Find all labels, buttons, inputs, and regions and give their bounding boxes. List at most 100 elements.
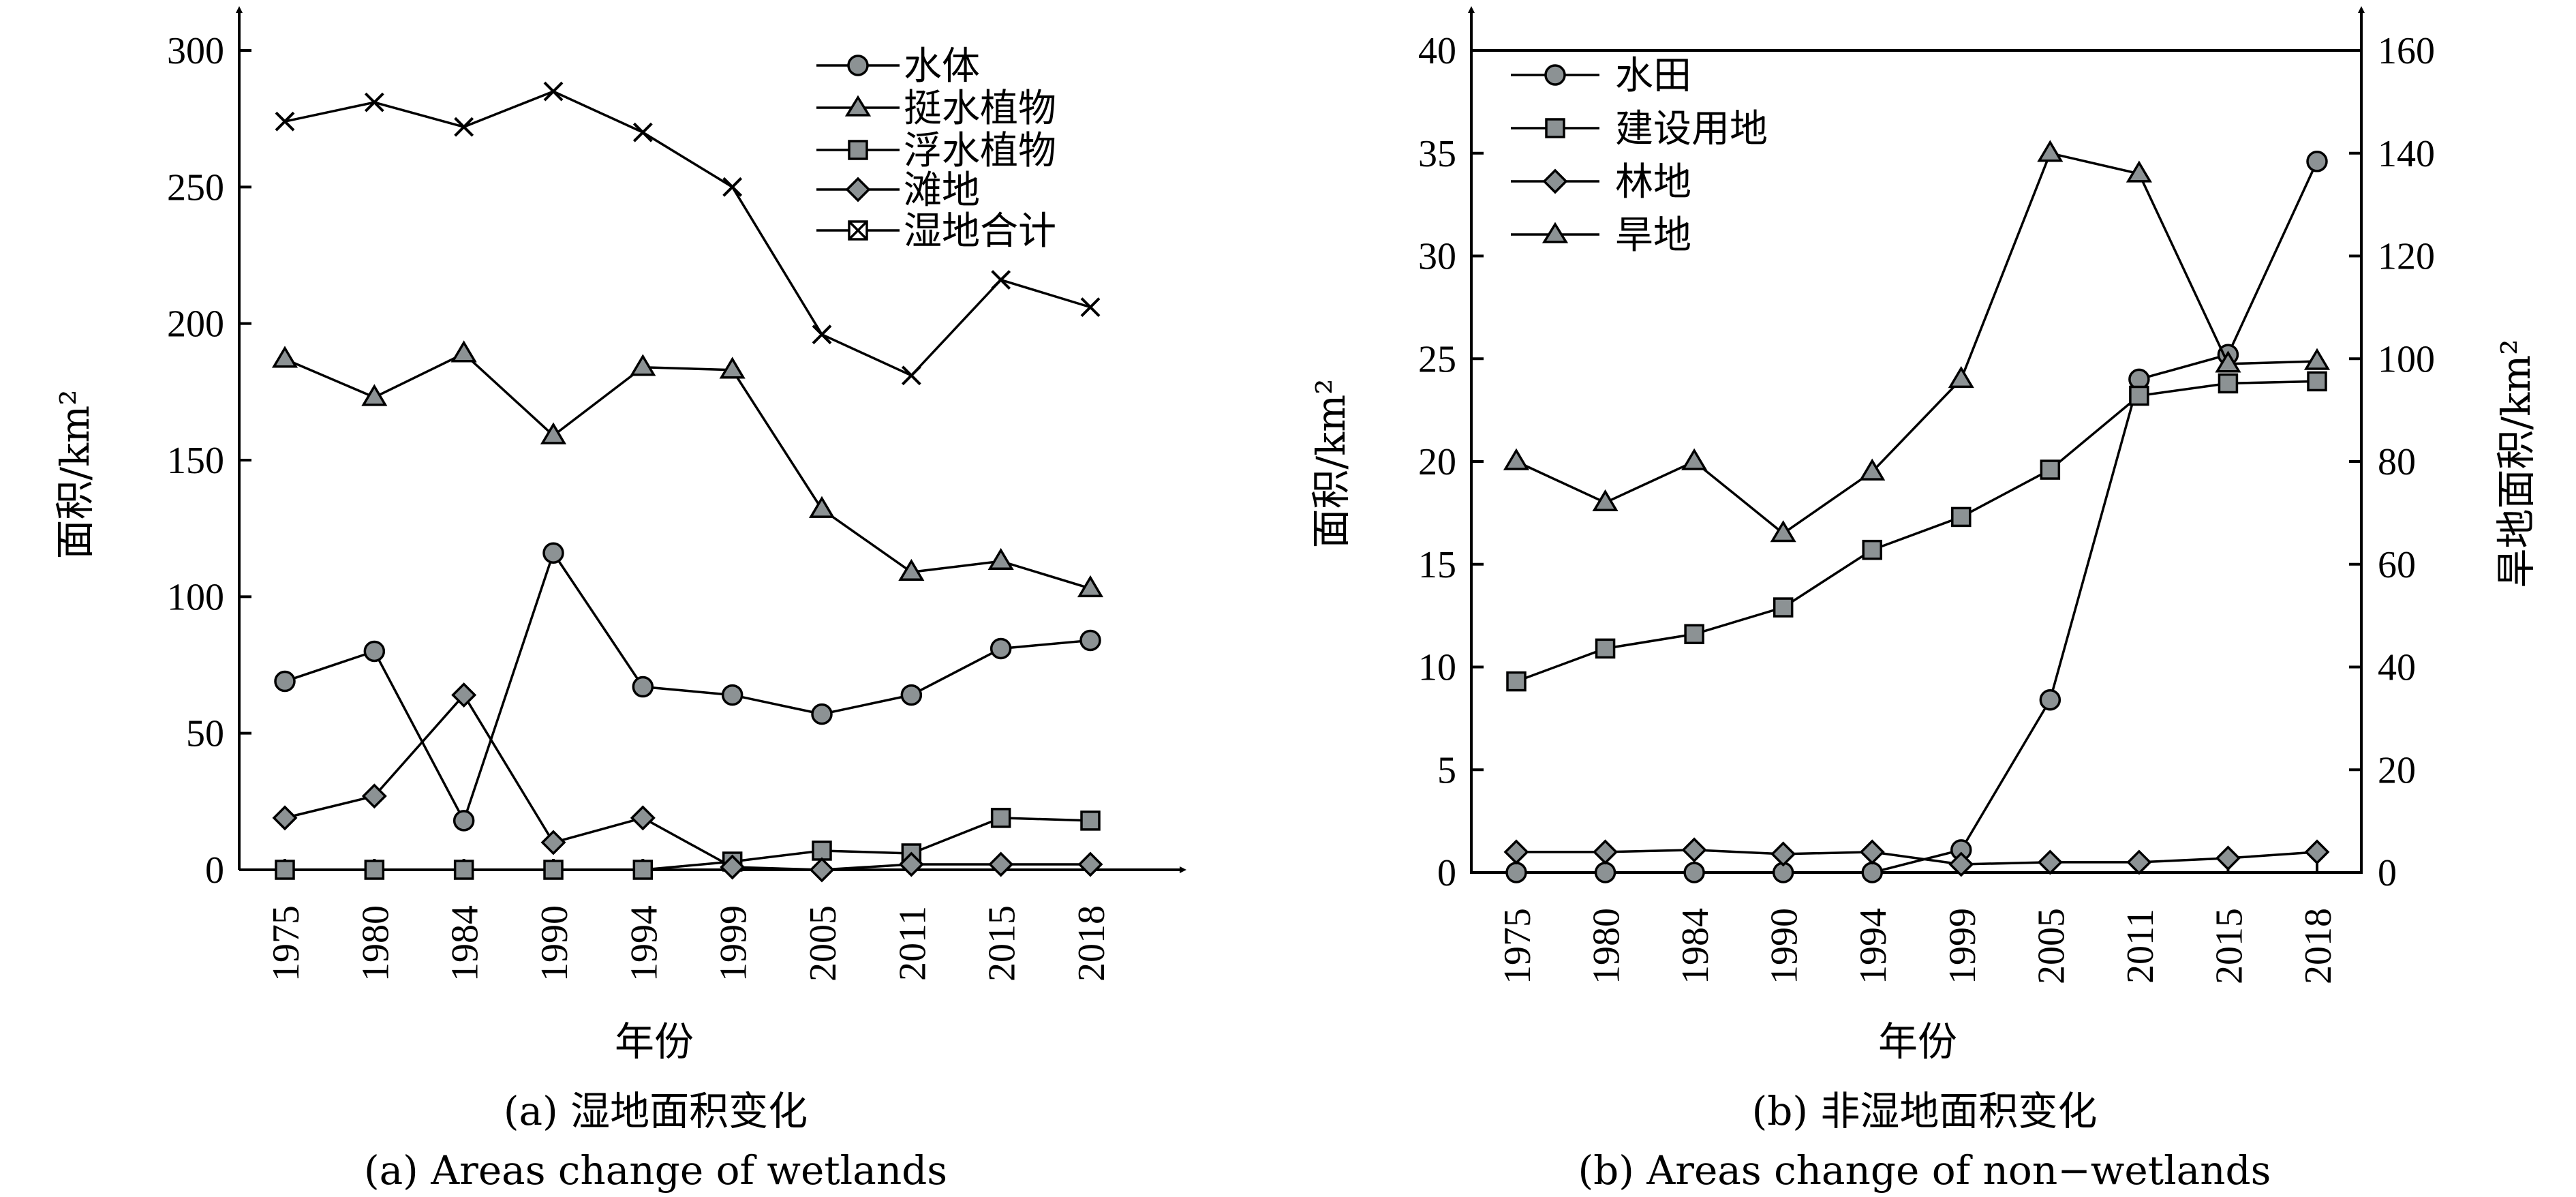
data-point-diamond: [809, 857, 835, 883]
data-point-triangle: [1503, 448, 1530, 470]
x-tick-label: 1980: [1586, 908, 1628, 984]
data-point-circle: [1594, 862, 1616, 883]
y-tick-label: 10: [1418, 647, 1456, 689]
data-point-square: [2129, 385, 2149, 406]
y-tick-label: 150: [167, 440, 224, 482]
x-tick-label: 1975: [265, 905, 307, 982]
panel-a-y-ticks: 0 50 100 150 200 250 300: [167, 30, 251, 892]
data-point-x: [543, 81, 564, 102]
data-point-x: [364, 92, 384, 112]
x-tick-label: 1999: [713, 905, 755, 982]
y-tick-label: 35: [1418, 133, 1456, 175]
data-point-x: [812, 324, 832, 345]
series-line-circle: [284, 550, 1091, 824]
data-point-square: [2307, 371, 2327, 392]
data-point-square: [364, 860, 385, 880]
data-point-square: [1951, 506, 1972, 528]
legend-item: 旱地: [1511, 213, 1691, 258]
data-point-circle: [1079, 629, 1101, 652]
x-tick-label: 1975: [1497, 908, 1539, 984]
legend-item: 浮水植物: [816, 129, 1056, 173]
data-point-diamond: [898, 851, 924, 877]
legend-triangle-marker: [1542, 222, 1569, 243]
data-point-diamond: [1770, 841, 1796, 867]
data-point-x: [901, 365, 921, 386]
data-point-diamond: [451, 682, 477, 708]
data-point-circle: [721, 684, 743, 706]
data-point-diamond: [2037, 849, 2063, 875]
data-point-circle: [2039, 688, 2061, 711]
x-tick-label: 2015: [2208, 908, 2250, 984]
data-point-triangle: [1770, 520, 1796, 543]
data-point-diamond: [720, 854, 746, 880]
series-line-x: [284, 90, 1091, 377]
legend-item: 挺水植物: [816, 87, 1056, 131]
y-tick-label-right: 60: [2378, 544, 2416, 586]
data-point-diamond: [1503, 839, 1529, 865]
x-tick-label: 2005: [2030, 908, 2072, 984]
data-point-x: [454, 117, 474, 137]
data-point-triangle: [1077, 575, 1104, 598]
panel-b-y-ticks: 0 5 10 15 20 25 30 35 40: [1418, 30, 1484, 894]
data-point-circle: [542, 542, 564, 564]
data-point-circle: [2306, 151, 2328, 172]
data-point-circle: [632, 676, 654, 698]
panel-a-caption-en: (a) Areas change of wetlands: [364, 1147, 947, 1194]
y-tick-label: 40: [1418, 30, 1456, 72]
x-tick-label: 1994: [623, 905, 665, 982]
series-line-diamond: [284, 693, 1090, 871]
data-point-x: [632, 122, 653, 142]
panel-b-plot-frame: [1470, 49, 2363, 874]
data-point-diamond: [540, 830, 566, 855]
legend-item: 湿地合计: [816, 209, 1056, 254]
y-tick-label: 15: [1418, 544, 1456, 586]
panel-b-non-wetlands: 0 5 10 15 20 25 30 35 40 0 20 40 60 80 100 120 140 160 1…: [1308, 6, 2539, 1194]
x-tick-label: 1990: [534, 905, 576, 982]
data-point-diamond: [1593, 839, 1619, 865]
x-tick-label: 1999: [1942, 908, 1984, 984]
data-point-triangle: [987, 547, 1014, 570]
data-point-diamond: [988, 851, 1014, 877]
data-point-square: [1595, 638, 1616, 659]
legend-label: 水体: [904, 44, 980, 89]
y-tick-label: 200: [167, 303, 224, 346]
data-point-diamond: [2304, 839, 2330, 865]
data-point-square: [543, 860, 564, 880]
data-point-triangle: [2215, 350, 2241, 373]
panel-b-legend: 水田 建设用地 林地 旱地: [1511, 54, 1768, 258]
legend-circle-marker: [847, 55, 869, 76]
x-tick-label: 2018: [1071, 905, 1113, 982]
legend-square-marker: [848, 140, 868, 160]
series-line-triangle: [1516, 151, 2318, 535]
legend-x-marker: [848, 220, 868, 241]
data-point-diamond: [1859, 839, 1885, 865]
y-tick-label: 20: [1418, 441, 1456, 483]
data-point-diamond: [1077, 851, 1103, 877]
legend-label: 挺水植物: [904, 87, 1056, 131]
data-point-circle: [1861, 862, 1883, 883]
x-tick-label: 2011: [2119, 909, 2162, 984]
y-tick-label: 25: [1418, 338, 1456, 380]
legend-item: 建设用地: [1511, 107, 1768, 151]
data-point-circle: [811, 703, 833, 725]
y-tick-label: 300: [167, 30, 224, 72]
x-tick-label: 2015: [981, 905, 1024, 982]
panel-b-series: [1503, 140, 2331, 883]
x-tick-label: 1990: [1764, 908, 1806, 984]
data-point-circle: [453, 810, 475, 832]
data-point-triangle: [808, 496, 835, 518]
y-tick-label: 0: [205, 849, 224, 892]
panel-b-x-ticks: 1975 1980 1984 1990 1994 1999 2005 2011 2015 2018: [1497, 862, 2340, 984]
legend-item: 水田: [1511, 54, 1691, 98]
legend-item: 林地: [1511, 160, 1691, 204]
y-tick-label-right: 80: [2378, 441, 2416, 483]
panel-a-y-axis-title: 面积/km²: [52, 390, 98, 560]
legend-label: 湿地合计: [904, 209, 1056, 254]
data-point-circle: [274, 670, 296, 693]
data-point-triangle: [898, 558, 925, 581]
data-point-square: [2218, 373, 2239, 394]
data-point-square: [812, 840, 832, 861]
data-point-diamond: [2126, 849, 2152, 875]
data-point-triangle: [1948, 365, 1974, 389]
panel-b-y-ticks-right: 0 20 40 60 80 100 120 140 160: [2349, 30, 2435, 894]
